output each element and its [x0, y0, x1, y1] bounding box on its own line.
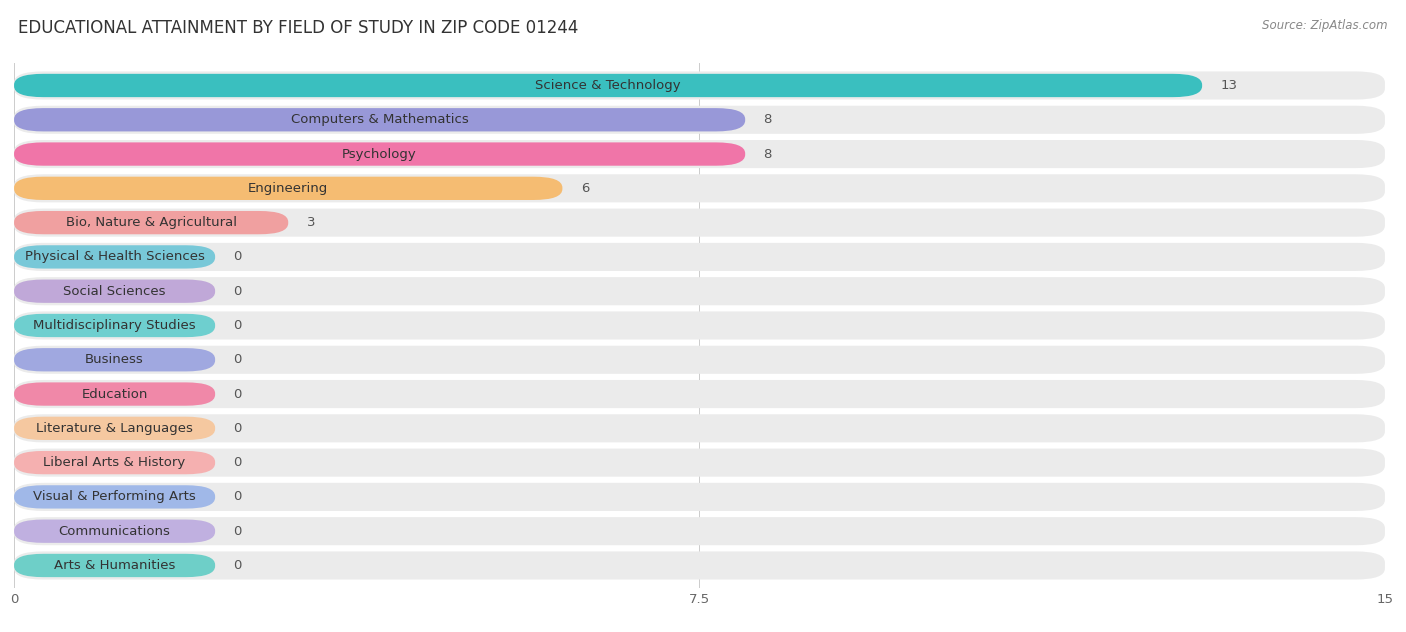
FancyBboxPatch shape: [14, 451, 215, 474]
FancyBboxPatch shape: [14, 551, 1385, 580]
Text: 3: 3: [307, 216, 315, 229]
Text: 8: 8: [763, 113, 772, 126]
Text: Multidisciplinary Studies: Multidisciplinary Studies: [34, 319, 195, 332]
FancyBboxPatch shape: [14, 74, 1202, 97]
Text: Psychology: Psychology: [342, 147, 418, 161]
FancyBboxPatch shape: [14, 416, 215, 440]
Text: 0: 0: [233, 422, 242, 435]
FancyBboxPatch shape: [14, 348, 215, 372]
Text: Arts & Humanities: Arts & Humanities: [53, 559, 176, 572]
Text: 0: 0: [233, 559, 242, 572]
Text: Physical & Health Sciences: Physical & Health Sciences: [25, 250, 204, 264]
Text: Business: Business: [86, 353, 143, 367]
FancyBboxPatch shape: [14, 449, 1385, 477]
FancyBboxPatch shape: [14, 279, 215, 303]
Text: 0: 0: [233, 250, 242, 264]
Text: Bio, Nature & Agricultural: Bio, Nature & Agricultural: [66, 216, 236, 229]
Text: Engineering: Engineering: [247, 182, 329, 195]
Text: Communications: Communications: [59, 525, 170, 538]
FancyBboxPatch shape: [14, 177, 562, 200]
FancyBboxPatch shape: [14, 554, 215, 577]
FancyBboxPatch shape: [14, 106, 1385, 134]
Text: 0: 0: [233, 284, 242, 298]
Text: Computers & Mathematics: Computers & Mathematics: [291, 113, 468, 126]
FancyBboxPatch shape: [14, 174, 1385, 202]
Text: Social Sciences: Social Sciences: [63, 284, 166, 298]
Text: 0: 0: [233, 319, 242, 332]
FancyBboxPatch shape: [14, 245, 215, 269]
FancyBboxPatch shape: [14, 314, 215, 337]
Text: 0: 0: [233, 456, 242, 469]
FancyBboxPatch shape: [14, 483, 1385, 511]
FancyBboxPatch shape: [14, 108, 745, 131]
Text: 0: 0: [233, 353, 242, 367]
Text: 13: 13: [1220, 79, 1237, 92]
Text: EDUCATIONAL ATTAINMENT BY FIELD OF STUDY IN ZIP CODE 01244: EDUCATIONAL ATTAINMENT BY FIELD OF STUDY…: [18, 19, 579, 37]
FancyBboxPatch shape: [14, 312, 1385, 339]
Text: Visual & Performing Arts: Visual & Performing Arts: [34, 490, 195, 504]
FancyBboxPatch shape: [14, 380, 1385, 408]
FancyBboxPatch shape: [14, 485, 215, 509]
Text: Source: ZipAtlas.com: Source: ZipAtlas.com: [1263, 19, 1388, 32]
FancyBboxPatch shape: [14, 415, 1385, 442]
Text: Education: Education: [82, 387, 148, 401]
Text: 6: 6: [581, 182, 589, 195]
Text: 0: 0: [233, 387, 242, 401]
Text: 0: 0: [233, 525, 242, 538]
FancyBboxPatch shape: [14, 346, 1385, 374]
FancyBboxPatch shape: [14, 71, 1385, 100]
Text: Literature & Languages: Literature & Languages: [37, 422, 193, 435]
FancyBboxPatch shape: [14, 382, 215, 406]
FancyBboxPatch shape: [14, 209, 1385, 236]
FancyBboxPatch shape: [14, 140, 1385, 168]
FancyBboxPatch shape: [14, 277, 1385, 305]
FancyBboxPatch shape: [14, 517, 1385, 545]
FancyBboxPatch shape: [14, 243, 1385, 271]
Text: 0: 0: [233, 490, 242, 504]
FancyBboxPatch shape: [14, 142, 745, 166]
Text: Science & Technology: Science & Technology: [536, 79, 681, 92]
Text: 8: 8: [763, 147, 772, 161]
Text: Liberal Arts & History: Liberal Arts & History: [44, 456, 186, 469]
FancyBboxPatch shape: [14, 520, 215, 543]
FancyBboxPatch shape: [14, 211, 288, 234]
